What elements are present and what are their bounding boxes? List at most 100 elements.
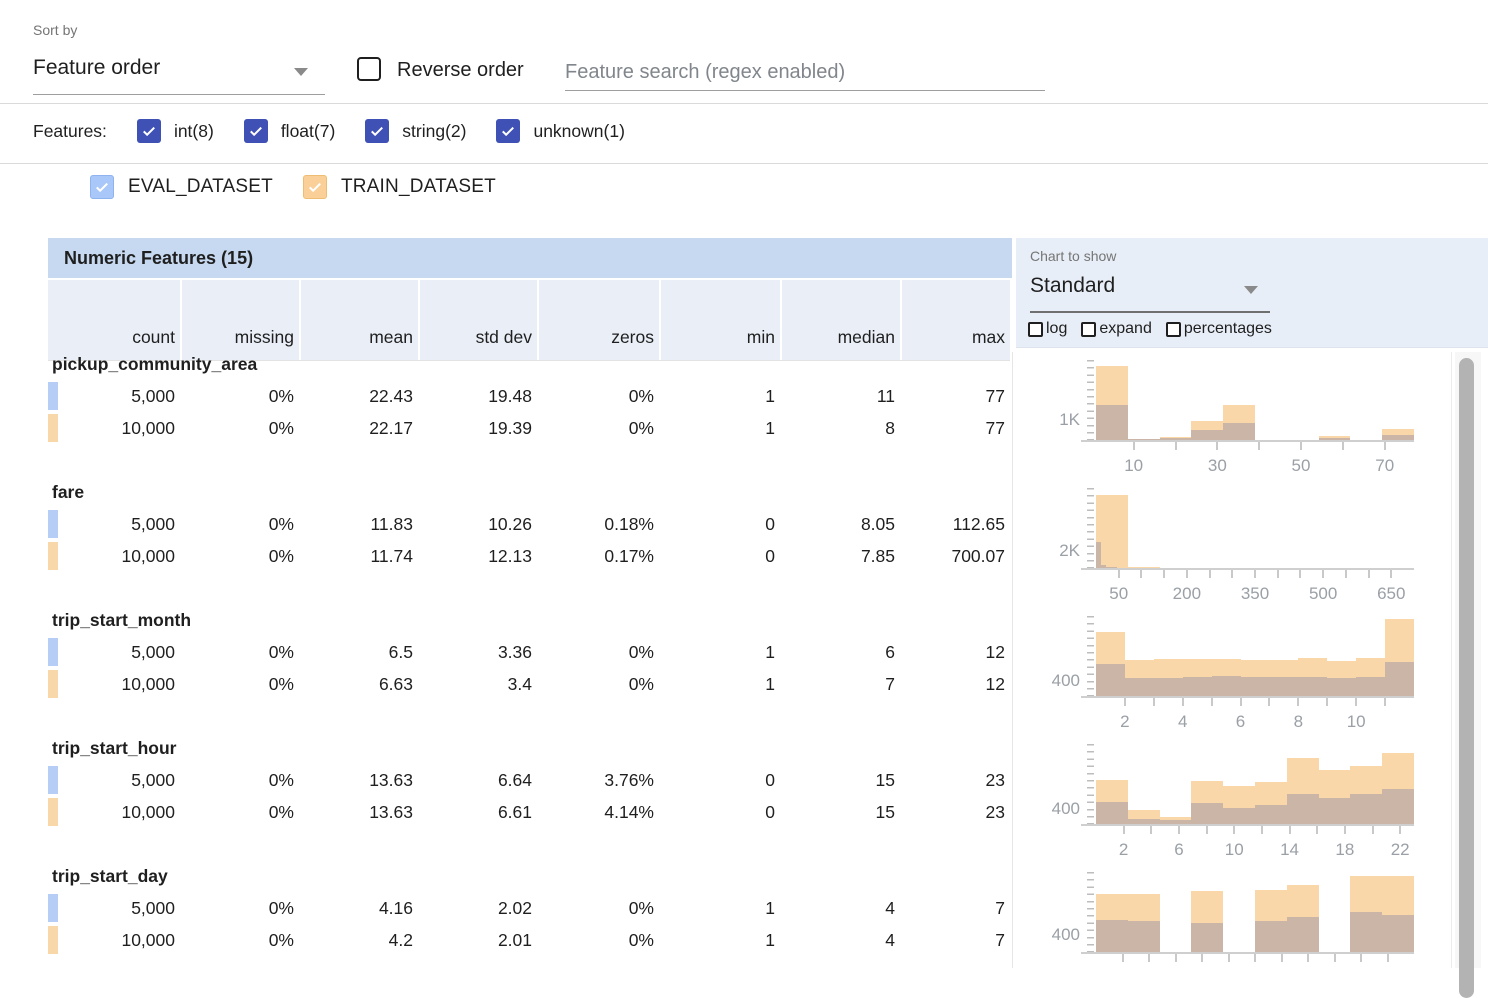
y-axis-tick-label: 400 bbox=[1032, 799, 1080, 819]
stat-value: 10,000 bbox=[48, 674, 180, 695]
stat-value: 5,000 bbox=[48, 642, 180, 663]
stat-value: 0% bbox=[539, 642, 659, 663]
sort-by-underline bbox=[33, 94, 325, 95]
stat-value: 5,000 bbox=[48, 898, 180, 919]
percentages-checkbox[interactable] bbox=[1166, 322, 1181, 337]
x-axis-tick bbox=[1289, 826, 1291, 834]
checkbox-checked-icon[interactable] bbox=[496, 119, 520, 143]
stats-row-train: 10,0000%4.22.010%147 bbox=[48, 924, 1010, 956]
train-color-chip bbox=[48, 670, 58, 698]
chevron-down-icon[interactable] bbox=[1244, 286, 1258, 294]
stat-value: 10.26 bbox=[420, 514, 537, 535]
divider bbox=[0, 103, 1488, 104]
stats-row-train: 10,0000%22.1719.390%1877 bbox=[48, 412, 1010, 444]
dataset-toggle-train[interactable]: TRAIN_DATASET bbox=[303, 175, 496, 199]
stat-value: 0% bbox=[182, 546, 299, 567]
dataset-toggle-eval[interactable]: EVAL_DATASET bbox=[90, 175, 273, 199]
percentages-label: percentages bbox=[1184, 320, 1272, 338]
stat-value: 19.39 bbox=[420, 418, 537, 439]
x-axis-tick bbox=[1175, 442, 1177, 450]
x-axis-tick-label: 10 bbox=[1124, 456, 1143, 476]
checkbox-checked-icon[interactable] bbox=[244, 119, 268, 143]
stat-value: 2.02 bbox=[420, 898, 537, 919]
x-axis-tick-label: 50 bbox=[1109, 584, 1128, 604]
hist-bar-eval-overlap bbox=[1319, 798, 1351, 824]
eval-color-chip bbox=[48, 638, 58, 666]
x-axis-tick bbox=[1268, 698, 1270, 706]
feature-type-filter-int[interactable]: int(8) bbox=[137, 119, 214, 143]
feature-type-filter-unknown[interactable]: unknown(1) bbox=[496, 119, 624, 143]
hist-bar-eval-overlap bbox=[1287, 794, 1319, 824]
chart-type-select[interactable]: Standard bbox=[1030, 274, 1115, 298]
checkbox-checked-icon[interactable] bbox=[365, 119, 389, 143]
sort-by-select[interactable]: Feature order bbox=[33, 56, 160, 80]
stat-value: 1 bbox=[661, 930, 780, 951]
feature-type-filter-float[interactable]: float(7) bbox=[244, 119, 335, 143]
hist-bar-eval-overlap bbox=[1191, 923, 1223, 952]
stat-value: 22.43 bbox=[301, 386, 418, 407]
x-axis-tick-label: 650 bbox=[1377, 584, 1405, 604]
stat-value: 0% bbox=[182, 514, 299, 535]
x-axis-tick-label: 70 bbox=[1375, 456, 1394, 476]
stat-value: 0.17% bbox=[539, 546, 659, 567]
stat-value: 1 bbox=[661, 418, 780, 439]
stat-value: 23 bbox=[902, 770, 1010, 791]
histogram-fare: 2K50200350500650 bbox=[1032, 484, 1452, 606]
histogram-trip_start_hour: 4002610141822 bbox=[1032, 740, 1452, 862]
x-axis-tick bbox=[1297, 698, 1299, 706]
x-axis-tick bbox=[1277, 570, 1279, 578]
hist-bar-eval-overlap bbox=[1212, 676, 1241, 696]
stat-value: 6.63 bbox=[301, 674, 418, 695]
hist-bar-eval-overlap bbox=[1125, 678, 1154, 696]
chevron-down-icon[interactable] bbox=[294, 68, 308, 76]
x-axis-tick-label: 2 bbox=[1120, 712, 1129, 732]
hist-bar-eval-overlap bbox=[1382, 789, 1414, 824]
stats-row-eval: 5,0000%13.636.643.76%01523 bbox=[48, 764, 1010, 796]
stat-value: 0 bbox=[661, 546, 780, 567]
stat-value: 10,000 bbox=[48, 930, 180, 951]
log-label: log bbox=[1046, 320, 1067, 338]
feature-search-input[interactable] bbox=[565, 54, 1045, 91]
feature-type-label: string(2) bbox=[402, 121, 466, 142]
hist-bar-eval-overlap bbox=[1385, 662, 1414, 696]
hist-bar-eval-overlap bbox=[1183, 677, 1212, 696]
stat-value: 700.07 bbox=[902, 546, 1010, 567]
reverse-order-checkbox[interactable] bbox=[357, 57, 381, 81]
checkbox-checked-icon[interactable] bbox=[137, 119, 161, 143]
histogram-plot: 50200350500650 bbox=[1096, 488, 1414, 570]
log-option[interactable]: log bbox=[1028, 320, 1067, 338]
sort-by-label: Sort by bbox=[33, 22, 77, 38]
histogram-plot: 10305070 bbox=[1096, 360, 1414, 442]
log-checkbox[interactable] bbox=[1028, 322, 1043, 337]
hist-bar-eval-overlap bbox=[1191, 803, 1223, 824]
x-axis-tick bbox=[1150, 826, 1152, 834]
stat-value: 22.17 bbox=[301, 418, 418, 439]
train-dataset-checkbox[interactable] bbox=[303, 175, 327, 199]
expand-checkbox[interactable] bbox=[1081, 322, 1096, 337]
feature-type-filter-string[interactable]: string(2) bbox=[365, 119, 466, 143]
hist-bar-eval-overlap bbox=[1350, 794, 1382, 824]
train-color-chip bbox=[48, 798, 58, 826]
stat-value: 3.4 bbox=[420, 674, 537, 695]
stats-row-eval: 5,0000%22.4319.480%11177 bbox=[48, 380, 1010, 412]
expand-option[interactable]: expand bbox=[1081, 320, 1152, 338]
x-axis-tick bbox=[1178, 826, 1180, 834]
hist-bar-eval-overlap bbox=[1191, 430, 1223, 440]
eval-dataset-checkbox[interactable] bbox=[90, 175, 114, 199]
x-axis-tick bbox=[1372, 826, 1374, 834]
column-header-zeros: zeros bbox=[539, 280, 659, 360]
stat-value: 5,000 bbox=[48, 770, 180, 791]
train-color-chip bbox=[48, 542, 58, 570]
stat-value: 7 bbox=[782, 674, 900, 695]
x-axis-tick bbox=[1211, 698, 1213, 706]
train-color-chip bbox=[48, 926, 58, 954]
numeric-features-header: Numeric Features (15) bbox=[48, 238, 1012, 278]
percentages-option[interactable]: percentages bbox=[1166, 320, 1272, 338]
x-axis-tick bbox=[1355, 698, 1357, 706]
x-axis-tick bbox=[1316, 826, 1318, 834]
x-axis-tick-label: 500 bbox=[1309, 584, 1337, 604]
stat-value: 0% bbox=[182, 770, 299, 791]
scrollbar-thumb[interactable] bbox=[1459, 358, 1474, 998]
x-axis-tick bbox=[1390, 570, 1392, 578]
scrollbar-track[interactable] bbox=[1455, 352, 1481, 968]
